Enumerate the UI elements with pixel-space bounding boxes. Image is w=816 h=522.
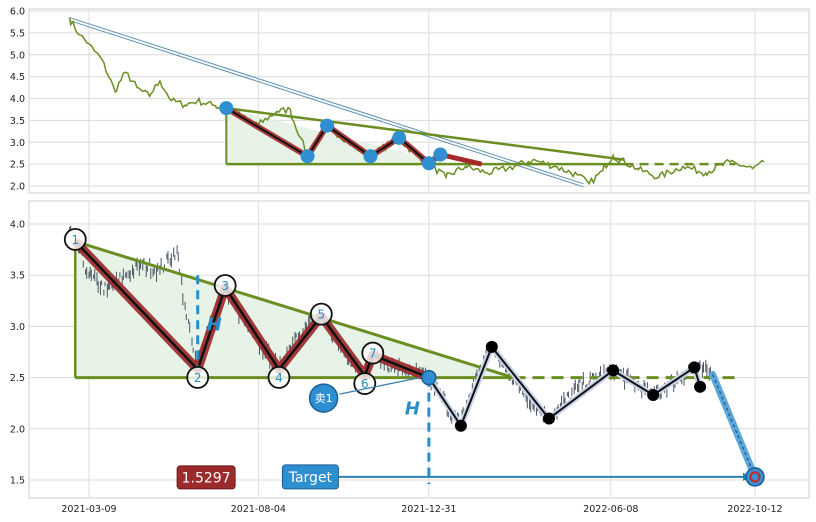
top-plot-content [68,17,765,188]
pattern-point-label: 3 [221,279,229,293]
top-y-tick-label: 3.5 [10,116,25,127]
x-tick-label: 2022-06-08 [583,504,638,515]
pattern-point-marker [309,302,333,326]
bottom-resistance-line [74,239,514,380]
bottom-y-tick-label: 2.0 [10,424,25,435]
top-pattern-point [363,149,378,164]
bottom-y-tick-label: 2.5 [10,373,25,384]
sell-badge-label: 卖1 [315,392,333,405]
top-pattern-point [300,149,315,164]
pattern-point-label: 7 [369,347,377,361]
top-pattern-point [320,118,335,133]
bottom-y-tick-label: 1.5 [10,476,25,487]
pattern-point-label: 2 [194,371,202,385]
top-resistance-line [226,106,625,161]
after-breakout-point [543,412,556,425]
x-tick-label: 2021-08-04 [231,504,286,515]
pattern-point-label: 5 [317,308,325,322]
bottom-plot-content: H H 1 2 3 4 5 6 7 卖1 1.5297 Target [63,225,765,490]
bottom-panel: 4.0 3.5 3.0 2.5 2.0 1.5 2021-03-09 2021-08-04 20… [10,200,810,515]
top-y-tick-label: 4.0 [10,94,25,105]
breakout-marker [421,369,437,386]
after-breakout-point [688,361,701,374]
target-label-box [281,464,339,490]
top-y-tick-label: 6.0 [10,7,25,18]
pattern-point-label: 1 [71,233,79,247]
pattern-point-marker [63,228,87,251]
pattern-point-marker [213,274,237,297]
top-panel: 6.0 5.5 5.0 4.5 4.0 3.5 3.0 2.5 2.0 [10,7,810,194]
target-marker-core [749,471,761,483]
pattern-point-marker [186,366,210,389]
after-breakout-point [607,364,620,377]
bottom-y-tick-label: 3.0 [10,322,25,333]
top-pattern-point [433,147,448,162]
pattern-point-marker [353,372,377,395]
pattern-point-label: 4 [275,371,283,385]
after-breakout-line [428,345,702,427]
pattern-point-marker [361,341,385,365]
top-channel-line [69,17,584,185]
top-pattern-point [421,156,436,171]
top-y-tick-label: 5.5 [10,28,25,39]
top-pattern-point [219,101,234,116]
projection-marker-label: H [405,398,420,419]
sell-arrow-line [339,376,420,395]
after-breakout-point [647,389,660,402]
bottom-y-tick-label: 4.0 [10,220,25,231]
target-label-text: Target [288,470,333,486]
top-y-tick-label: 3.0 [10,138,25,149]
target-value-text: 1.5297 [182,470,231,486]
height-marker-label: H [207,314,222,335]
x-tick-label: 2021-03-09 [61,504,116,515]
pattern-point-label: 6 [361,377,369,391]
target-marker [745,467,765,487]
bottom-y-tick-label: 3.5 [10,271,25,282]
after-breakout-point [454,419,467,432]
after-breakout-point [694,380,707,393]
top-y-tick-label: 4.5 [10,72,25,83]
x-tick-label: 2021-12-31 [401,504,456,515]
top-y-tick-label: 5.0 [10,50,25,61]
after-breakout-point [485,340,498,353]
top-pattern-point [392,130,407,145]
target-path-line [712,374,756,478]
pattern-point-marker [267,366,291,389]
top-plot-area [28,8,810,194]
top-channel-line [69,20,584,188]
top-y-tick-label: 2.0 [10,182,25,193]
x-tick-label: 2022-10-12 [727,504,782,515]
sell-badge [308,383,339,413]
target-value-box [176,465,236,490]
top-y-tick-label: 2.5 [10,160,25,171]
top-pattern-tail [439,152,483,167]
